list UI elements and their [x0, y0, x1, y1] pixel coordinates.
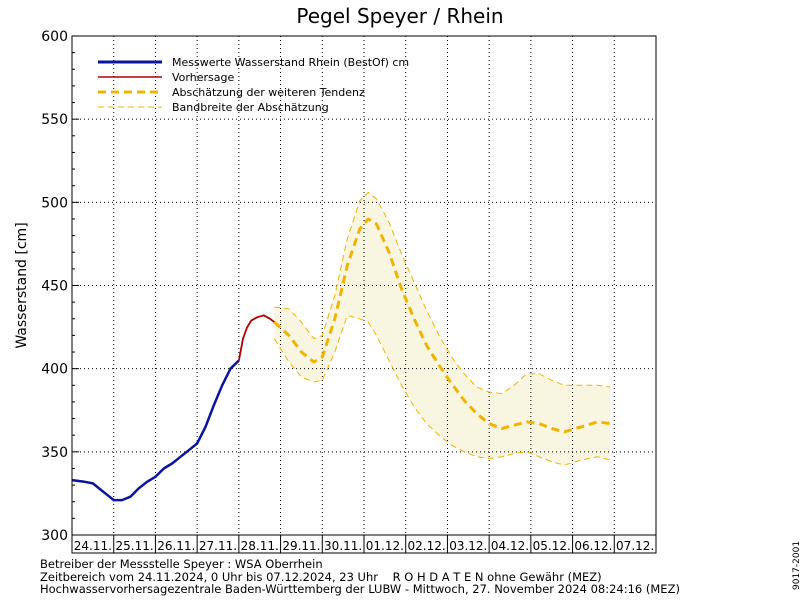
- x-tick-label: 05.12.: [533, 539, 571, 553]
- chart-title: Pegel Speyer / Rhein: [296, 4, 504, 28]
- series-measured-line: [71, 359, 240, 502]
- band-lower-line: [273, 314, 611, 466]
- x-tick-label: 29.11.: [282, 539, 320, 553]
- chart-id: 9017-2001: [792, 540, 800, 590]
- x-tick-label: 06.12.: [574, 539, 612, 553]
- series-tendency-line: [273, 217, 611, 434]
- x-tick-label: 01.12.: [366, 539, 404, 553]
- legend-label: Bandbreite der Abschätzung: [172, 101, 329, 114]
- band-fill: [274, 192, 611, 466]
- y-tick-label: 300: [41, 528, 68, 544]
- x-tick-label: 24.11.: [74, 539, 112, 553]
- legend-label: Messwerte Wasserstand Rhein (BestOf) cm: [172, 56, 409, 69]
- y-tick-label: 400: [41, 362, 68, 378]
- x-tick-label: 02.12.: [407, 539, 445, 553]
- footer-center-info: Hochwasservorhersagezentrale Baden-Württ…: [40, 582, 680, 596]
- footer-time-range: Zeitbereich vom 24.11.2024, 0 Uhr bis 07…: [40, 570, 602, 584]
- y-tick-label: 350: [41, 445, 68, 461]
- y-tick-label: 550: [41, 112, 68, 128]
- y-tick-label: 600: [41, 29, 68, 45]
- y-axis-label: Wasserstand [cm]: [14, 222, 30, 348]
- x-tick-label: 04.12.: [491, 539, 529, 553]
- x-tick-label: 27.11.: [199, 539, 237, 553]
- legend-label: Vorhersage: [172, 71, 234, 84]
- band-upper-line: [274, 191, 611, 395]
- x-tick-label: 30.11.: [324, 539, 362, 553]
- x-tick-label: 25.11.: [115, 539, 153, 553]
- x-tick-label: 26.11.: [157, 539, 195, 553]
- legend-label: Abschätzung der weiteren Tendenz: [172, 86, 365, 99]
- x-tick-label: 28.11.: [241, 539, 279, 553]
- x-tick-label: 03.12.: [449, 539, 487, 553]
- series-forecast-line: [238, 314, 275, 361]
- y-tick-label: 450: [41, 279, 68, 295]
- x-tick-label: 07.12.: [616, 539, 654, 553]
- y-tick-label: 500: [41, 195, 68, 211]
- footer-operator: Betreiber der Messstelle Speyer : WSA Ob…: [40, 557, 323, 571]
